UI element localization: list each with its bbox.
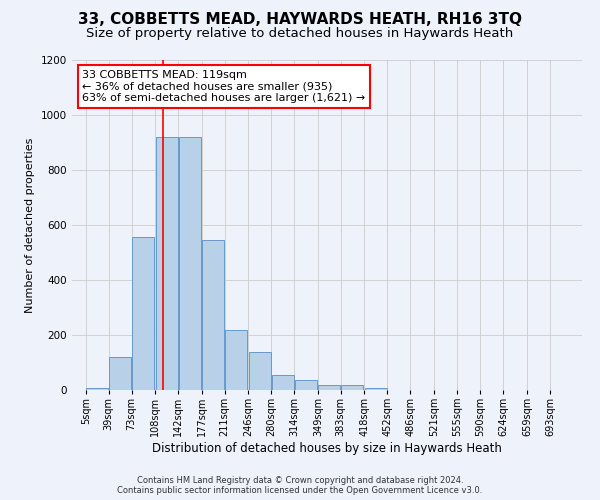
Bar [132, 238, 154, 390]
Bar [155, 137, 178, 390]
Bar [318, 384, 340, 390]
Text: 33, COBBETTS MEAD, HAYWARDS HEATH, RH16 3TQ: 33, COBBETTS MEAD, HAYWARDS HEATH, RH16 … [78, 12, 522, 28]
Bar [225, 330, 247, 390]
Bar [248, 352, 271, 390]
Bar [86, 388, 109, 390]
Bar [295, 380, 317, 390]
Text: 33 COBBETTS MEAD: 119sqm
← 36% of detached houses are smaller (935)
63% of semi-: 33 COBBETTS MEAD: 119sqm ← 36% of detach… [82, 70, 365, 103]
Bar [202, 240, 224, 390]
Bar [109, 357, 131, 390]
X-axis label: Distribution of detached houses by size in Haywards Heath: Distribution of detached houses by size … [152, 442, 502, 455]
Text: Contains HM Land Registry data © Crown copyright and database right 2024.
Contai: Contains HM Land Registry data © Crown c… [118, 476, 482, 495]
Bar [365, 388, 387, 390]
Bar [341, 384, 364, 390]
Text: Size of property relative to detached houses in Haywards Heath: Size of property relative to detached ho… [86, 28, 514, 40]
Bar [272, 375, 294, 390]
Y-axis label: Number of detached properties: Number of detached properties [25, 138, 35, 312]
Bar [179, 137, 201, 390]
